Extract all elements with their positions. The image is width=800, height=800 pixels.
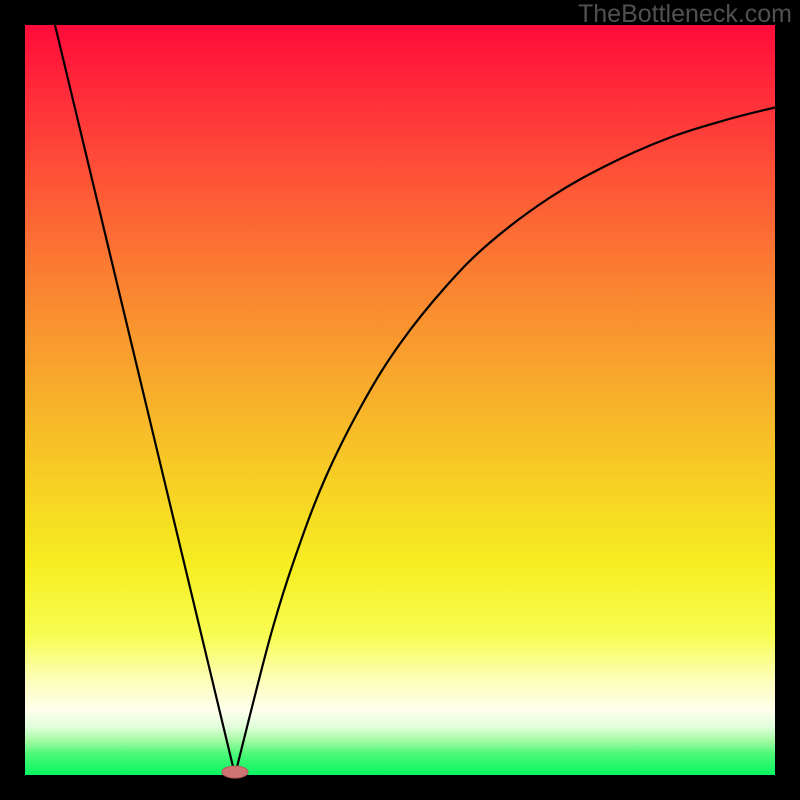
chart-wrapper: TheBottleneck.com <box>0 0 800 800</box>
watermark-text: TheBottleneck.com <box>578 0 792 27</box>
plot-background <box>25 25 775 775</box>
gradient-line-chart <box>0 0 800 800</box>
vertex-marker <box>222 766 248 778</box>
